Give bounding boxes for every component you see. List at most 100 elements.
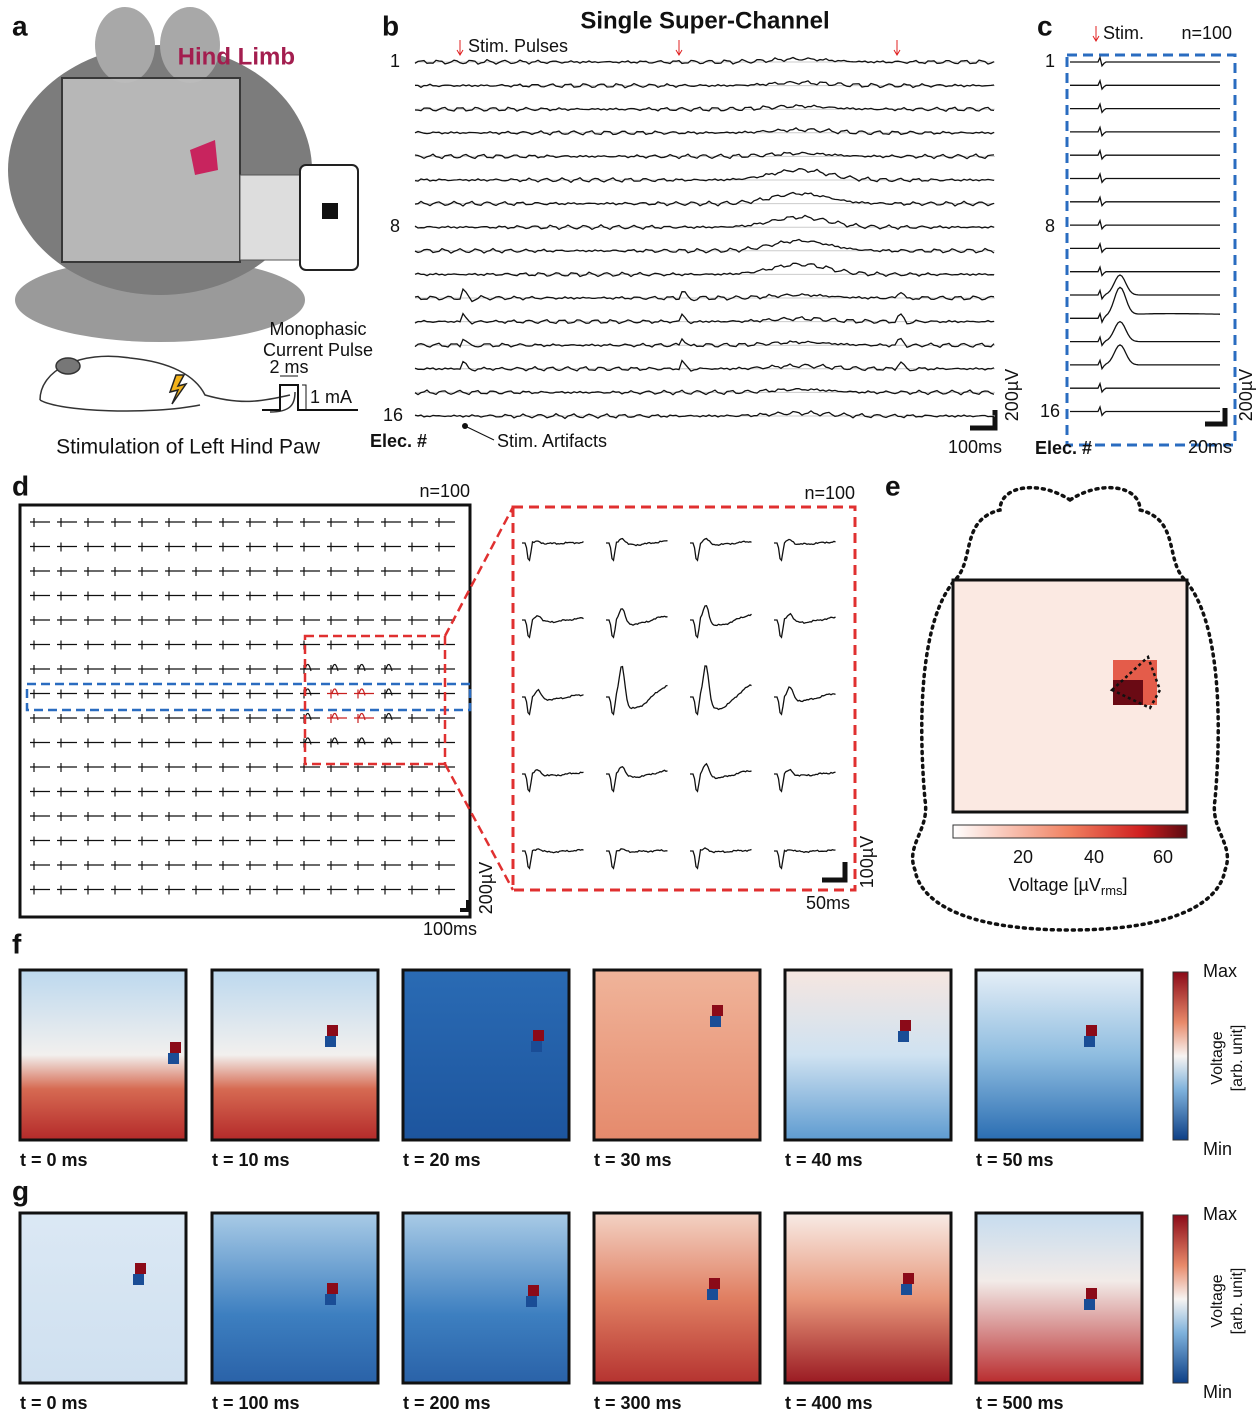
- mini-trace: [219, 812, 239, 821]
- mini-trace: [57, 837, 77, 846]
- heatmap-hotspot: [898, 1031, 909, 1042]
- mini-trace: [111, 788, 131, 797]
- pulse-amplitude: 1 mA: [310, 387, 352, 407]
- mini-trace: [84, 641, 104, 650]
- mini-trace: [30, 518, 50, 527]
- mini-trace: [219, 861, 239, 870]
- mini-trace: [273, 886, 293, 895]
- mini-trace: [138, 543, 158, 552]
- mini-trace: [300, 518, 320, 527]
- mini-trace: [381, 592, 401, 601]
- heatmap-hotspot: [1084, 1299, 1095, 1310]
- heatmap-hotspot: [133, 1274, 144, 1285]
- mini-trace: [30, 592, 50, 601]
- mini-trace: [435, 812, 455, 821]
- mini-trace: [192, 763, 212, 772]
- time-label: t = 500 ms: [976, 1393, 1064, 1412]
- mini-trace: [165, 886, 185, 895]
- mini-trace: [354, 788, 374, 797]
- pulse-width: 2 ms: [269, 357, 308, 377]
- heatmap-hotspot: [327, 1025, 338, 1036]
- mini-trace: [219, 543, 239, 552]
- mini-trace: [84, 763, 104, 772]
- mini-trace: [381, 886, 401, 895]
- heatmap: [594, 970, 760, 1140]
- mini-trace: [246, 690, 266, 699]
- figure: a Hind Limb Monophasic Current Pulse 2 m…: [0, 0, 1257, 1412]
- mini-trace: [138, 518, 158, 527]
- mini-trace: [111, 690, 131, 699]
- mini-trace: [273, 567, 293, 576]
- mini-trace: [435, 788, 455, 797]
- trace: [1070, 127, 1220, 135]
- colorbar: [1173, 972, 1188, 1140]
- trace: [415, 128, 994, 135]
- trace: [415, 411, 994, 419]
- mini-trace: [84, 714, 104, 723]
- mini-trace: [246, 543, 266, 552]
- colorbar-unit: [arb. unit]: [1229, 1268, 1246, 1335]
- mini-trace: [300, 788, 320, 797]
- mini-trace: [408, 518, 428, 527]
- mini-trace: [219, 763, 239, 772]
- mini-trace: [219, 641, 239, 650]
- heatmap-hotspot: [135, 1263, 146, 1274]
- heatmap: [212, 970, 378, 1140]
- mini-trace: [381, 689, 401, 699]
- colorbar: [953, 825, 1187, 838]
- heatmap: [20, 970, 186, 1140]
- heatmap: [403, 1213, 569, 1383]
- mini-trace: [30, 861, 50, 870]
- time-label: t = 200 ms: [403, 1393, 491, 1412]
- mini-trace: [84, 690, 104, 699]
- mini-trace: [219, 837, 239, 846]
- mini-trace: [327, 713, 347, 723]
- mini-trace: [192, 592, 212, 601]
- mini-trace: [165, 665, 185, 674]
- mini-trace: [138, 616, 158, 625]
- mini-trace: [300, 837, 320, 846]
- colorbar-max: Max: [1203, 961, 1237, 981]
- mini-trace: [435, 567, 455, 576]
- mini-trace: [192, 567, 212, 576]
- mini-trace: [273, 714, 293, 723]
- scale-label: 200µV: [1002, 369, 1022, 421]
- mini-trace: [165, 763, 185, 772]
- heatmap-hotspot: [170, 1042, 181, 1053]
- mini-trace: [435, 886, 455, 895]
- trace: [1070, 81, 1220, 89]
- mini-trace: [327, 886, 347, 895]
- mini-trace: [30, 837, 50, 846]
- mini-trace: [219, 788, 239, 797]
- mini-trace: [381, 788, 401, 797]
- mini-trace: [354, 812, 374, 821]
- heatmap-hotspot: [712, 1005, 723, 1016]
- mini-trace: [30, 714, 50, 723]
- mini-trace: [408, 714, 428, 723]
- heatmap-hotspot: [710, 1016, 721, 1027]
- mini-trace: [246, 763, 266, 772]
- scale-label: 100ms: [948, 437, 1002, 457]
- mini-trace: [327, 689, 347, 699]
- mini-trace: [408, 837, 428, 846]
- trace: [415, 152, 994, 158]
- panel-label: c: [1037, 10, 1053, 41]
- time-label: t = 40 ms: [785, 1150, 863, 1170]
- mini-trace: [165, 592, 185, 601]
- mini-trace: [300, 641, 320, 650]
- heatmap-hotspot: [1084, 1036, 1095, 1047]
- mini-trace: [84, 739, 104, 748]
- trace: [1070, 345, 1220, 369]
- mini-trace: [111, 518, 131, 527]
- mini-trace: [30, 543, 50, 552]
- mini-trace: [408, 861, 428, 870]
- mini-trace: [192, 739, 212, 748]
- heatmap-hotspot: [1086, 1025, 1097, 1036]
- trace: [1070, 267, 1220, 275]
- mini-trace: [408, 543, 428, 552]
- colorbar-max: Max: [1203, 1204, 1237, 1224]
- trace: [415, 169, 994, 183]
- zoom-trace: [606, 767, 668, 792]
- row-label: 1: [390, 51, 400, 71]
- colorbar-label: Voltage [µVrms]: [1008, 875, 1127, 899]
